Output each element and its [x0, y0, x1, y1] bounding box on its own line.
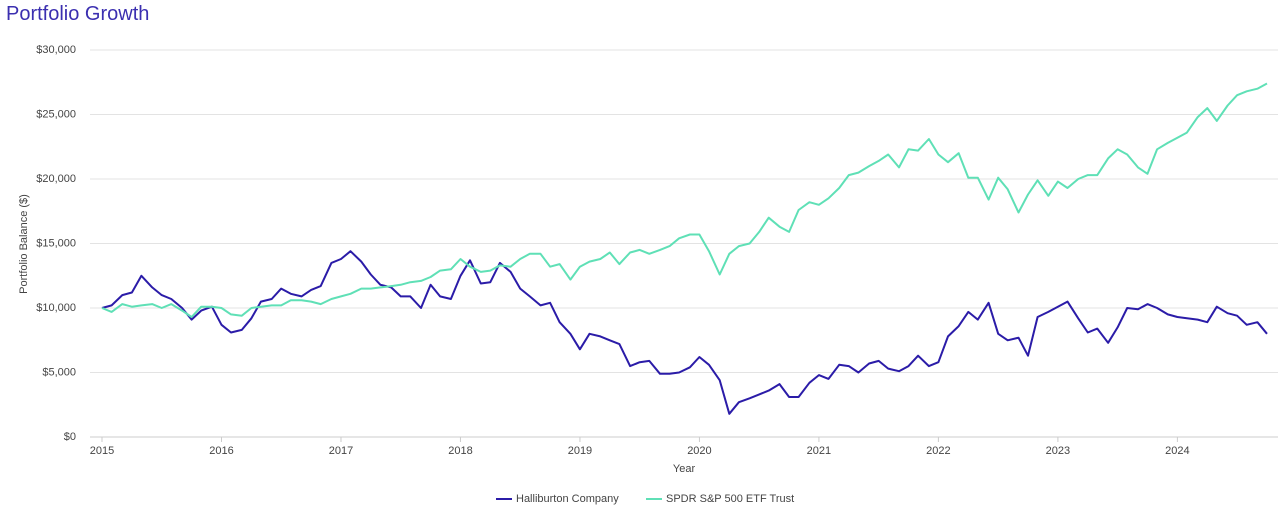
y-tick-label: $30,000 [36, 44, 76, 56]
x-tick-label: 2017 [329, 445, 353, 457]
x-tick-label: 2019 [568, 445, 592, 457]
y-axis-label: Portfolio Balance ($) [18, 194, 30, 294]
y-tick-label: $15,000 [36, 237, 76, 249]
x-tick-label: 2024 [1165, 445, 1189, 457]
x-tick-label: 2016 [209, 445, 233, 457]
series-line [101, 82, 1268, 318]
y-tick-label: $5,000 [42, 366, 76, 378]
y-tick-label: $25,000 [36, 108, 76, 120]
chart-title: Portfolio Growth [6, 3, 149, 25]
x-tick-label: 2022 [926, 445, 950, 457]
legend-label: SPDR S&P 500 ETF Trust [666, 493, 794, 505]
x-tick-label: 2018 [448, 445, 472, 457]
series-line [101, 250, 1268, 415]
legend-label: Halliburton Company [516, 493, 619, 505]
x-tick-label: 2015 [90, 445, 114, 457]
x-tick-label: 2020 [687, 445, 711, 457]
x-tick-label: 2023 [1046, 445, 1070, 457]
y-tick-label: $20,000 [36, 173, 76, 185]
x-axis-label: Year [673, 463, 696, 475]
x-tick-label: 2021 [807, 445, 831, 457]
y-tick-label: $0 [64, 431, 76, 443]
y-tick-label: $10,000 [36, 302, 76, 314]
